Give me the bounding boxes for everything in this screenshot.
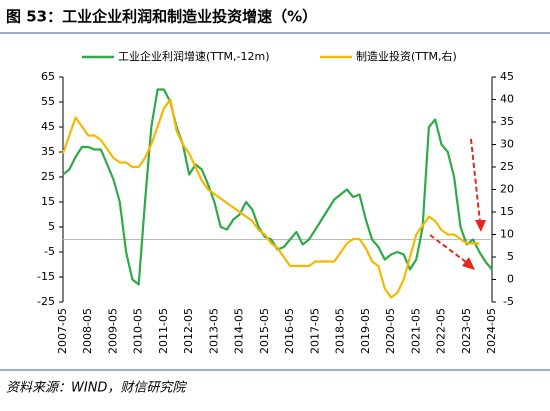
y2-tick-label: 5: [507, 250, 514, 263]
y-tick-label: -25: [37, 295, 55, 308]
annotation-arrows: [429, 138, 481, 263]
y-tick-label: 25: [41, 170, 55, 183]
y2-tick-label: 20: [500, 183, 514, 196]
x-tick-label: 2018-05: [334, 308, 347, 354]
y-tick-label: 55: [41, 95, 55, 108]
y-tick-label: -5: [44, 245, 55, 258]
y2-tick-label: -5: [503, 295, 514, 308]
chart-title: 图 53：工业企业利润和制造业投资增速（%）: [6, 8, 317, 26]
y2-tick-label: 35: [500, 115, 514, 128]
arrow-head: [475, 220, 486, 232]
arrow-head: [462, 257, 475, 270]
legend-label: 工业企业利润增速(TTM,-12m): [118, 49, 270, 63]
source: 资料来源：WIND，财信研究院: [6, 380, 187, 396]
y-tick-label: 15: [41, 195, 55, 208]
x-tick-label: 2023-05: [460, 308, 473, 354]
y2-tick-label: 40: [500, 93, 514, 106]
y-tick-label: 45: [41, 120, 55, 133]
x-tick-label: 2012-05: [182, 308, 195, 354]
series-line: [61, 98, 480, 299]
series-line: [62, 88, 493, 286]
y2-tick-label: 30: [500, 138, 514, 151]
x-tick-label: 2007-05: [56, 308, 69, 354]
y-tick-label: 35: [41, 145, 55, 158]
y-tick-label: 5: [48, 220, 55, 233]
x-tick-label: 2016-05: [283, 308, 296, 354]
y-tick-label: -15: [37, 270, 55, 283]
x-tick-label: 2014-05: [233, 308, 246, 354]
x-tick-label: 2011-05: [157, 308, 170, 354]
y2-tick-label: 45: [500, 70, 514, 83]
y2-tick-label: 0: [507, 273, 514, 286]
x-tick-label: 2013-05: [207, 308, 220, 354]
legend-label: 制造业投资(TTM,右): [356, 49, 457, 63]
x-tick-label: 2020-05: [384, 308, 397, 354]
x-tick-label: 2008-05: [81, 308, 94, 354]
x-tick-label: 2015-05: [258, 308, 271, 354]
y-tick-label: 65: [41, 70, 55, 83]
x-tick-label: 2022-05: [435, 308, 448, 354]
x-tick-label: 2010-05: [132, 308, 145, 354]
x-tick-label: 2009-05: [106, 308, 119, 354]
x-tick-label: 2021-05: [409, 308, 422, 354]
x-tick-label: 2019-05: [359, 308, 372, 354]
x-tick-label: 2017-05: [308, 308, 321, 354]
y2-tick-label: 10: [500, 228, 514, 241]
x-tick-label: 2024-05: [485, 308, 498, 354]
y2-tick-label: 25: [500, 160, 514, 173]
y2-tick-label: 15: [500, 205, 514, 218]
